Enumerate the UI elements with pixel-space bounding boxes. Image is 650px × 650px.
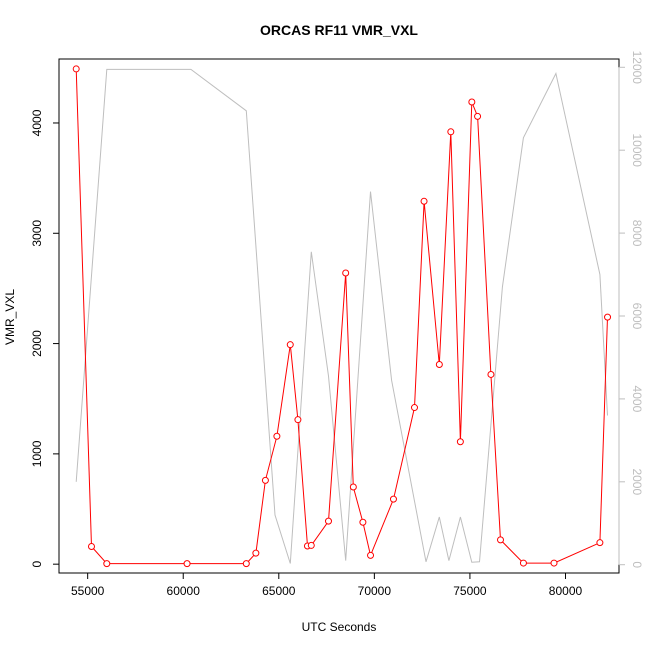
y2-tick-label: 4000 [630, 386, 644, 413]
data-point [183, 560, 191, 568]
y2-tick-label: 8000 [630, 220, 644, 247]
x-axis: 55000 60000 65000 70000 75000 80000 [71, 572, 583, 598]
y2-tick-label: 12000 [630, 51, 644, 85]
plot-frame [58, 58, 620, 574]
data-point [410, 404, 418, 412]
x-axis-label: UTC Seconds [302, 620, 377, 634]
x-tick-label: 65000 [262, 584, 296, 598]
y-tick-label: 1000 [30, 440, 44, 467]
data-point [261, 476, 269, 484]
data-point [474, 112, 482, 120]
data-point [103, 560, 111, 568]
data-point [550, 559, 558, 567]
data-point [420, 197, 428, 205]
x-tick-label: 60000 [167, 584, 201, 598]
data-point [435, 361, 443, 369]
y-axis-label: VMR_VXL [3, 289, 17, 345]
data-point [242, 560, 250, 568]
primary-series-line [75, 68, 608, 565]
x-tick-label: 70000 [358, 584, 392, 598]
data-point [349, 483, 357, 491]
data-point [87, 543, 95, 551]
y-axis-left: 0 1000 2000 3000 4000 [30, 109, 60, 568]
data-point [342, 269, 350, 277]
x-tick-label: 75000 [453, 584, 487, 598]
data-point [273, 432, 281, 440]
data-point [389, 495, 397, 503]
y-axis-right: 0 2000 4000 6000 8000 10000 12000 [618, 51, 644, 568]
y2-tick-label: 0 [630, 561, 644, 568]
data-point [519, 559, 527, 567]
data-point [456, 438, 464, 446]
series-layer [72, 65, 612, 568]
y2-tick-label: 2000 [630, 468, 644, 495]
y-tick-label: 2000 [30, 330, 44, 357]
y2-tick-label: 10000 [630, 134, 644, 168]
data-point [307, 541, 315, 549]
data-point [447, 128, 455, 136]
data-point [324, 517, 332, 525]
data-point [367, 551, 375, 559]
y-tick-label: 3000 [30, 220, 44, 247]
data-point [487, 370, 495, 378]
y-tick-label: 4000 [30, 109, 44, 136]
data-point [468, 98, 476, 106]
data-point [286, 341, 294, 349]
x-tick-label: 80000 [549, 584, 583, 598]
y2-tick-label: 6000 [630, 303, 644, 330]
x-tick-label: 55000 [71, 584, 105, 598]
data-point [294, 416, 302, 424]
secondary-series-line [75, 68, 608, 564]
data-point [359, 518, 367, 526]
data-point [72, 65, 80, 73]
data-point [596, 539, 604, 547]
data-point [252, 549, 260, 557]
chart-title: ORCAS RF11 VMR_VXL [260, 22, 418, 38]
data-point [497, 536, 505, 544]
y-tick-label: 0 [30, 561, 44, 568]
data-point [604, 313, 612, 321]
